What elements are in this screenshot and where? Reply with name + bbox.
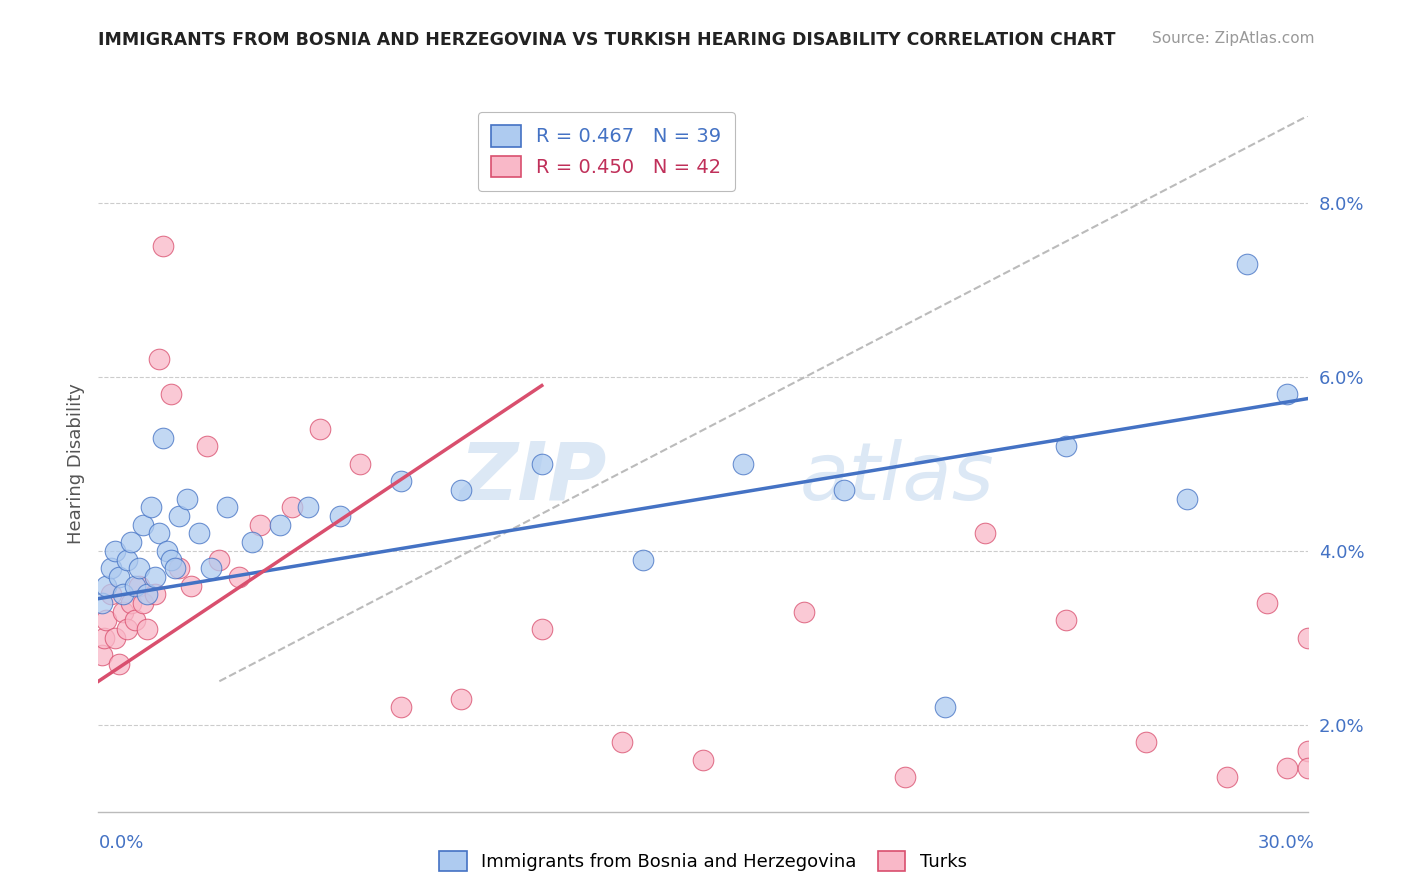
Point bbox=[208, 552, 231, 566]
Point bbox=[111, 587, 134, 601]
Point bbox=[974, 526, 997, 541]
Point bbox=[1175, 491, 1198, 506]
Point bbox=[91, 648, 114, 662]
Point bbox=[1256, 596, 1278, 610]
Point bbox=[1296, 761, 1319, 775]
Point bbox=[176, 491, 198, 506]
Point bbox=[128, 561, 150, 575]
Point bbox=[530, 457, 553, 471]
Point bbox=[450, 483, 472, 497]
Point bbox=[135, 587, 157, 601]
Point bbox=[96, 614, 118, 628]
Point bbox=[612, 735, 634, 749]
Point bbox=[152, 239, 174, 253]
Point bbox=[893, 770, 915, 784]
Point bbox=[91, 596, 114, 610]
Point bbox=[1054, 440, 1077, 453]
Text: 30.0%: 30.0% bbox=[1258, 834, 1315, 852]
Point bbox=[148, 352, 170, 367]
Text: 0.0%: 0.0% bbox=[98, 834, 143, 852]
Point bbox=[1054, 614, 1077, 628]
Legend: R = 0.467   N = 39, R = 0.450   N = 42: R = 0.467 N = 39, R = 0.450 N = 42 bbox=[478, 112, 735, 191]
Point bbox=[103, 631, 125, 645]
Point bbox=[135, 622, 157, 636]
Point bbox=[832, 483, 855, 497]
Point bbox=[115, 622, 138, 636]
Y-axis label: Hearing Disability: Hearing Disability bbox=[66, 384, 84, 544]
Point bbox=[180, 579, 202, 593]
Point bbox=[93, 631, 115, 645]
Point bbox=[450, 691, 472, 706]
Point bbox=[132, 517, 155, 532]
Point bbox=[160, 387, 183, 401]
Point bbox=[1135, 735, 1157, 749]
Point bbox=[249, 517, 271, 532]
Point bbox=[115, 552, 138, 566]
Legend: Immigrants from Bosnia and Herzegovina, Turks: Immigrants from Bosnia and Herzegovina, … bbox=[432, 844, 974, 879]
Point bbox=[1296, 631, 1319, 645]
Point bbox=[934, 700, 956, 714]
Point bbox=[631, 552, 654, 566]
Point bbox=[143, 570, 166, 584]
Point bbox=[281, 500, 304, 515]
Point bbox=[148, 526, 170, 541]
Point bbox=[349, 457, 371, 471]
Point bbox=[228, 570, 250, 584]
Point bbox=[309, 422, 332, 436]
Point bbox=[1277, 387, 1299, 401]
Point bbox=[389, 700, 412, 714]
Point bbox=[530, 622, 553, 636]
Point bbox=[167, 508, 190, 523]
Text: IMMIGRANTS FROM BOSNIA AND HERZEGOVINA VS TURKISH HEARING DISABILITY CORRELATION: IMMIGRANTS FROM BOSNIA AND HERZEGOVINA V… bbox=[98, 31, 1116, 49]
Point bbox=[152, 431, 174, 445]
Point bbox=[1296, 744, 1319, 758]
Point bbox=[132, 596, 155, 610]
Point bbox=[139, 500, 162, 515]
Point bbox=[128, 579, 150, 593]
Point bbox=[120, 596, 142, 610]
Point bbox=[195, 440, 218, 453]
Point bbox=[188, 526, 211, 541]
Point bbox=[389, 475, 412, 489]
Point bbox=[111, 605, 134, 619]
Text: atlas: atlas bbox=[800, 439, 994, 516]
Point bbox=[107, 570, 129, 584]
Point bbox=[100, 561, 122, 575]
Text: ZIP: ZIP bbox=[458, 439, 606, 516]
Point bbox=[269, 517, 291, 532]
Point bbox=[793, 605, 815, 619]
Point bbox=[297, 500, 319, 515]
Point bbox=[240, 535, 263, 549]
Point bbox=[1236, 257, 1258, 271]
Point bbox=[120, 535, 142, 549]
Point bbox=[217, 500, 239, 515]
Point bbox=[167, 561, 190, 575]
Point bbox=[124, 579, 146, 593]
Text: Source: ZipAtlas.com: Source: ZipAtlas.com bbox=[1152, 31, 1315, 46]
Point bbox=[200, 561, 222, 575]
Point bbox=[160, 552, 183, 566]
Point bbox=[692, 752, 714, 766]
Point bbox=[96, 579, 118, 593]
Point bbox=[143, 587, 166, 601]
Point bbox=[103, 543, 125, 558]
Point bbox=[1277, 761, 1299, 775]
Point bbox=[163, 561, 186, 575]
Point bbox=[124, 614, 146, 628]
Point bbox=[329, 508, 352, 523]
Point bbox=[156, 543, 179, 558]
Point bbox=[1216, 770, 1239, 784]
Point bbox=[107, 657, 129, 671]
Point bbox=[100, 587, 122, 601]
Point bbox=[733, 457, 755, 471]
